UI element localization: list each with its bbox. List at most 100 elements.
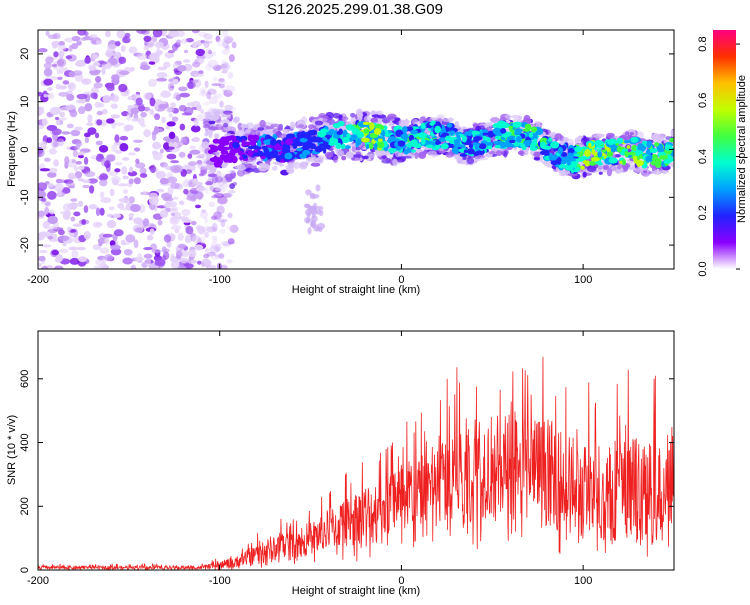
- spectrogram-noise-blob: [227, 238, 235, 245]
- spectrogram-noise-blob: [41, 197, 47, 202]
- spectrogram-noise-blob: [114, 122, 125, 126]
- spectrogram-halo-blob: [550, 133, 556, 138]
- spectrogram-halo-blob: [350, 112, 356, 118]
- spectrogram-noise-blob: [109, 188, 115, 197]
- spectrogram-halo-blob: [258, 165, 268, 172]
- spectrogram-core-blob: [550, 141, 560, 149]
- spectrogram-halo-blob: [286, 169, 295, 173]
- spectrogram-noise-blob: [225, 37, 233, 44]
- spectrogram-core-blob: [249, 139, 257, 147]
- spectrogram-noise-blob: [217, 196, 228, 205]
- spectrogram-noise-blob: [92, 53, 99, 59]
- spectrogram-core-blob: [607, 139, 616, 145]
- spectrogram-halo-blob: [504, 114, 512, 119]
- spectrogram-noise-blob: [98, 145, 109, 153]
- spectrogram-noise-blob: [149, 164, 156, 174]
- spectrogram-core-blob: [627, 151, 637, 156]
- spectrogram-core-blob: [573, 153, 580, 157]
- spectrogram-core-blob: [580, 165, 585, 170]
- spectrogram-noise-blob: [46, 171, 57, 178]
- spectrogram-noise-blob: [223, 192, 233, 199]
- spectrogram-noise-blob: [129, 67, 135, 72]
- spectrogram-noise-blob: [191, 61, 201, 68]
- spectrogram-noise-blob: [165, 200, 172, 205]
- spectrogram-noise-blob: [170, 212, 176, 217]
- spectrogram-noise-blob: [190, 125, 201, 133]
- spectrogram-noise-blob: [212, 64, 222, 72]
- spectrogram-noise-blob: [231, 41, 237, 49]
- spectrogram-noise-blob: [143, 92, 152, 100]
- spectrogram-halo-blob: [404, 118, 409, 127]
- spectrogram-halo-blob: [233, 116, 241, 122]
- spectrogram-core-blob: [436, 140, 442, 145]
- spectrogram-noise-blob: [101, 174, 109, 180]
- spectrogram-noise-blob: [159, 177, 169, 185]
- spectrogram-noise-blob: [165, 125, 170, 130]
- spectrogram-halo-blob: [214, 187, 222, 191]
- spectrogram-noise-blob: [124, 32, 131, 38]
- spectrogram-noise-blob: [45, 30, 50, 37]
- spectrogram-noise-blob: [201, 152, 206, 161]
- spectrogram-noise-blob: [134, 227, 144, 233]
- spectrogram-noise-blob: [202, 101, 211, 106]
- spectrogram-noise-blob: [170, 160, 180, 164]
- spectrogram-noise-blob: [69, 232, 75, 238]
- spectrogram-noise-blob: [143, 45, 150, 51]
- spectrogram-noise-blob: [55, 253, 63, 263]
- spectrogram-noise-blob: [91, 40, 97, 45]
- spectrogram-core-blob: [530, 126, 538, 133]
- spectrogram-noise-blob: [168, 131, 176, 140]
- spectrogram-halo-blob: [221, 180, 228, 184]
- spectrogram-noise-blob: [68, 71, 76, 78]
- spectrogram-noise-blob: [143, 253, 153, 259]
- spectrogram-noise-blob: [226, 225, 234, 231]
- spectrogram-core-blob: [434, 125, 442, 134]
- spectrogram-noise-blob: [227, 106, 237, 112]
- spectrogram-noise-blob: [192, 136, 201, 143]
- spectrogram-noise-blob: [132, 139, 143, 143]
- spectrogram-halo-blob: [437, 118, 443, 122]
- spectrogram-core-blob: [401, 126, 408, 133]
- spectrogram-noise-blob: [204, 232, 210, 238]
- spectrogram-noise-blob: [190, 220, 197, 226]
- spectrogram-noise-blob: [175, 250, 183, 258]
- spectrogram-noise-blob: [47, 87, 53, 91]
- spectrogram-noise-blob: [133, 217, 143, 225]
- spectrogram-noise-blob: [212, 238, 218, 244]
- spectrogram-noise-blob: [84, 31, 89, 37]
- spectrogram-halo-blob: [370, 117, 380, 123]
- spectrogram-noise-blob: [187, 153, 193, 159]
- spectrogram-core-blob: [654, 142, 660, 147]
- spectrogram-core-blob: [656, 147, 665, 153]
- spectrogram-core-blob: [493, 140, 501, 145]
- spectrogram-noise-blob: [211, 83, 222, 87]
- spectrogram-noise-blob: [156, 188, 165, 193]
- spectrogram-halo-blob: [623, 164, 629, 172]
- spectrogram-noise-blob: [94, 132, 100, 139]
- spectrogram-noise-blob: [148, 196, 159, 206]
- spectrogram-core-blob: [336, 130, 343, 135]
- spectrogram-noise-blob: [66, 93, 75, 101]
- spectrogram-core-blob: [548, 137, 553, 142]
- spectrogram-noise-blob: [114, 162, 123, 166]
- spectrogram-noise-blob: [70, 129, 81, 137]
- spectrogram-noise-blob: [53, 265, 64, 269]
- spectrogram-core-blob: [320, 128, 328, 134]
- spectrogram-core-blob: [332, 137, 339, 145]
- spectrogram-core-blob: [570, 162, 575, 167]
- spectrogram-noise-blob: [89, 34, 98, 39]
- spectrogram-core-blob: [377, 140, 385, 149]
- spectrogram-noise-blob: [88, 185, 95, 194]
- spectrogram-halo-blob: [418, 151, 427, 159]
- spectrogram-noise-blob: [106, 85, 115, 92]
- spectrogram-core-blob: [542, 145, 552, 150]
- spectrogram-noise-blob: [151, 132, 157, 141]
- spectrogram-noise-blob: [63, 210, 72, 217]
- spectrogram-noise-blob: [143, 35, 152, 42]
- spectrogram-halo-blob: [213, 133, 220, 139]
- spectrogram-core-blob: [468, 143, 474, 149]
- spectrogram-y-ticks: -20 -10 0 10 20: [19, 48, 674, 253]
- spectrogram-core-blob: [595, 144, 605, 149]
- spectrogram-halo-blob: [624, 131, 630, 136]
